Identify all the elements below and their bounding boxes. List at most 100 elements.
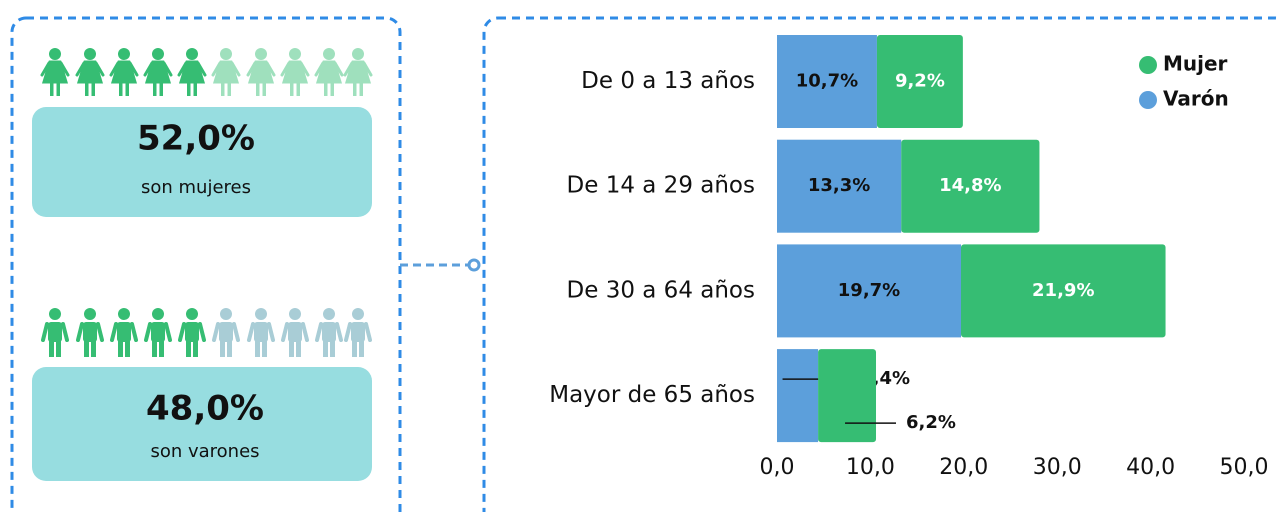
icon-body <box>288 322 302 342</box>
icon-body <box>254 322 268 342</box>
icon-head <box>323 308 335 320</box>
icon-head <box>255 308 267 320</box>
icon-body <box>83 322 97 342</box>
icon-head <box>220 48 232 60</box>
icon-body <box>322 322 336 342</box>
icon-legs <box>296 81 300 96</box>
data-label: 19,7% <box>838 280 900 301</box>
icon-head <box>352 48 364 60</box>
icon-arms <box>110 322 138 342</box>
icon-legs <box>352 341 357 357</box>
legend-label: Varón <box>1163 87 1229 111</box>
bar-segment <box>777 244 961 338</box>
data-label: 14,8% <box>939 175 1001 196</box>
icon-body <box>48 322 62 342</box>
icon-legs <box>359 341 364 357</box>
icon-legs <box>186 341 191 357</box>
icon-legs <box>187 81 191 96</box>
category-label: Mayor de 65 años <box>549 382 755 408</box>
icon-body <box>219 322 233 342</box>
icon-body <box>314 60 344 84</box>
icon-legs <box>50 81 54 96</box>
icon-legs <box>359 81 363 96</box>
icon-body <box>109 60 139 84</box>
bar-segment <box>777 35 877 128</box>
x-tick-label: 40,0 <box>1126 455 1175 480</box>
icon-legs <box>125 81 129 96</box>
icon-head <box>152 308 164 320</box>
icon-body <box>177 60 207 84</box>
legend-swatch <box>1139 91 1157 109</box>
stat-value: 52,0% <box>137 119 255 159</box>
icon-body <box>211 60 241 84</box>
icon-head <box>49 48 61 60</box>
icon-legs <box>255 341 260 357</box>
data-label: 21,9% <box>1032 280 1094 301</box>
icon-body <box>246 60 276 84</box>
icon-head <box>289 48 301 60</box>
icon-arms <box>144 322 172 342</box>
icon-arms <box>247 322 275 342</box>
icon-body <box>151 322 165 342</box>
icon-legs <box>119 81 123 96</box>
icon-legs <box>118 341 123 357</box>
bar-segment <box>818 349 877 443</box>
right-panel <box>482 16 1277 512</box>
icon-head <box>49 308 61 320</box>
icon-legs <box>324 81 328 96</box>
x-tick-label: 10,0 <box>846 455 895 480</box>
icon-body <box>143 60 173 84</box>
bar-segment <box>876 35 963 128</box>
icon-arms <box>212 322 240 342</box>
icon-legs <box>152 341 157 357</box>
icon-legs <box>159 81 163 96</box>
icon-arms <box>344 322 372 342</box>
icon-legs <box>290 81 294 96</box>
category-label: De 14 a 29 años <box>567 173 755 199</box>
icon-legs <box>262 341 267 357</box>
icon-arms <box>281 322 309 342</box>
icon-head <box>152 48 164 60</box>
icon-legs <box>56 341 61 357</box>
x-tick-label: 30,0 <box>1033 455 1082 480</box>
connector-dot <box>467 258 481 272</box>
icon-legs <box>85 81 89 96</box>
stat-box <box>32 107 372 217</box>
icon-legs <box>153 81 157 96</box>
icon-legs <box>330 81 334 96</box>
left-panel <box>10 16 402 512</box>
icon-arms <box>76 322 104 342</box>
icon-arms <box>178 322 206 342</box>
icon-body <box>75 60 105 84</box>
icon-legs <box>193 81 197 96</box>
data-label: 13,3% <box>808 175 870 196</box>
icon-head <box>220 308 232 320</box>
icon-head <box>255 48 267 60</box>
icon-body <box>351 322 365 342</box>
icon-legs <box>289 341 294 357</box>
x-tick-label: 20,0 <box>939 455 988 480</box>
category-label: De 30 a 64 años <box>567 277 755 303</box>
icon-body <box>185 322 199 342</box>
stat-value: 48,0% <box>146 389 264 429</box>
icon-legs <box>227 341 232 357</box>
icon-arms <box>41 322 69 342</box>
bar-segment <box>901 139 1040 233</box>
chart: 0,0 10,0 20,0 30,0 40,0 50,0 De 0 a 13 años De … <box>549 35 1268 480</box>
icon-head <box>289 308 301 320</box>
icon-legs <box>256 81 260 96</box>
data-label: 6,2% <box>906 412 956 433</box>
icon-legs <box>159 341 164 357</box>
x-tick-label: 0,0 <box>760 455 795 480</box>
icon-legs <box>193 341 198 357</box>
icon-head <box>118 308 130 320</box>
icon-body <box>40 60 70 84</box>
icon-legs <box>91 81 95 96</box>
icon-body <box>117 322 131 342</box>
icon-legs <box>84 341 89 357</box>
icon-legs <box>353 81 357 96</box>
icon-legs <box>91 341 96 357</box>
icon-body <box>280 60 310 84</box>
data-label: 9,2% <box>895 71 945 92</box>
stat-box <box>32 367 372 481</box>
